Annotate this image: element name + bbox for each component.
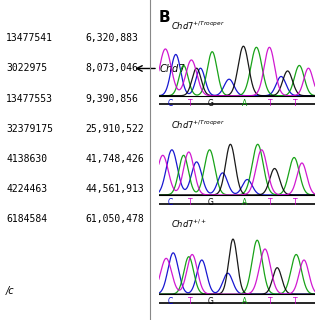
Text: 6,320,883: 6,320,883 <box>86 33 139 44</box>
Text: $\it{Chd7}^{\mathit{+/+}}$: $\it{Chd7}^{\mathit{+/+}}$ <box>171 218 207 230</box>
Text: 13477553: 13477553 <box>6 93 53 104</box>
Text: 9,390,856: 9,390,856 <box>86 93 139 104</box>
Text: 3022975: 3022975 <box>6 63 47 74</box>
Text: $\it{Chd7}$: $\it{Chd7}$ <box>159 62 186 75</box>
Text: $\it{Chd7}^{\mathit{+/Trooper}}$: $\it{Chd7}^{\mathit{+/Trooper}}$ <box>171 119 225 131</box>
Text: 6184584: 6184584 <box>6 214 47 224</box>
Text: 61,050,478: 61,050,478 <box>86 214 144 224</box>
Text: 4138630: 4138630 <box>6 154 47 164</box>
Text: /c: /c <box>6 286 15 296</box>
Text: 13477541: 13477541 <box>6 33 53 44</box>
Text: 41,748,426: 41,748,426 <box>86 154 144 164</box>
Text: 44,561,913: 44,561,913 <box>86 184 144 194</box>
Text: B: B <box>159 10 171 25</box>
Text: $\it{Chd7}^{\mathit{+/Trooper}}$: $\it{Chd7}^{\mathit{+/Trooper}}$ <box>171 20 225 32</box>
Text: 25,910,522: 25,910,522 <box>86 124 144 134</box>
Text: 4224463: 4224463 <box>6 184 47 194</box>
Text: 8,073,046: 8,073,046 <box>86 63 139 74</box>
Text: 32379175: 32379175 <box>6 124 53 134</box>
